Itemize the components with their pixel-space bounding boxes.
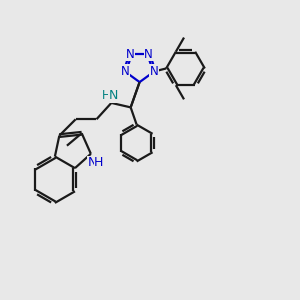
Text: N: N — [109, 89, 118, 102]
Text: N: N — [144, 48, 153, 61]
Text: N: N — [150, 65, 159, 78]
Text: H: H — [102, 89, 110, 102]
Text: N: N — [121, 65, 129, 78]
Text: N: N — [88, 156, 97, 169]
Text: N: N — [126, 48, 135, 61]
Text: H: H — [94, 156, 104, 169]
